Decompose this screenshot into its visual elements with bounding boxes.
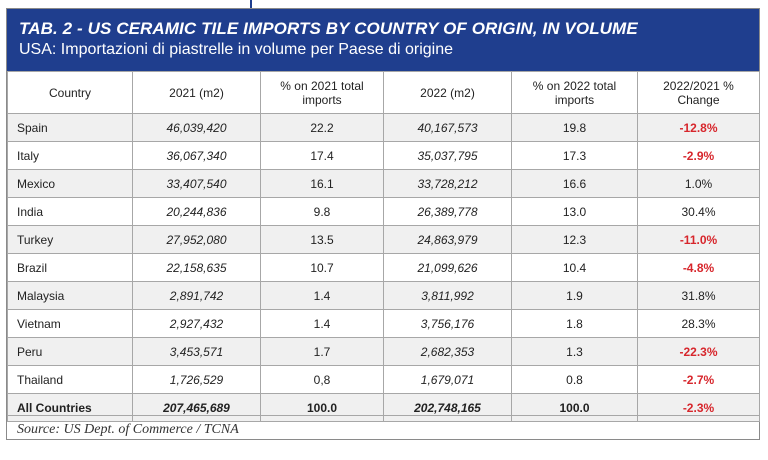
table-row: Malaysia 2,891,742 1.4 3,811,992 1.9 31.8% [7, 281, 760, 310]
table-body: Spain 46,039,420 22.2 40,167,573 19.8 -12.8% I… [7, 113, 760, 422]
cell-v2022: 24,863,979 [383, 225, 512, 254]
cell-p2022: 19.8 [511, 113, 638, 142]
column-header: Country [7, 71, 133, 114]
table-row: Brazil 22,158,635 10.7 21,099,626 10.4 -4.8% [7, 253, 760, 282]
cell-v2022: 1,679,071 [383, 365, 512, 394]
cell-country: Malaysia [7, 281, 133, 310]
column-header: 2021 (m2) [132, 71, 261, 114]
cell-v2022: 40,167,573 [383, 113, 512, 142]
cell-change: 28.3% [637, 309, 760, 338]
cell-p2022: 12.3 [511, 225, 638, 254]
cell-country: Thailand [7, 365, 133, 394]
column-header: % on 2021 total imports [260, 71, 384, 114]
cell-p2021: 9.8 [260, 197, 384, 226]
cell-p2021: 17.4 [260, 141, 384, 170]
cell-v2021: 20,244,836 [132, 197, 261, 226]
cell-v2021: 22,158,635 [132, 253, 261, 282]
table-header-banner: TAB. 2 - US CERAMIC TILE IMPORTS BY COUN… [7, 9, 759, 71]
cell-p2022: 16.6 [511, 169, 638, 198]
cell-p2021: 13.5 [260, 225, 384, 254]
cell-p2021: 1.7 [260, 337, 384, 366]
cell-p2021: 1.4 [260, 309, 384, 338]
bottom-divider [7, 415, 759, 416]
table-row: Turkey 27,952,080 13.5 24,863,979 12.3 -11.0% [7, 225, 760, 254]
cell-country: All Countries [7, 393, 133, 422]
cell-country: Turkey [7, 225, 133, 254]
cell-p2022: 10.4 [511, 253, 638, 282]
table-figure: TAB. 2 - US CERAMIC TILE IMPORTS BY COUN… [6, 8, 760, 440]
cell-v2022: 3,756,176 [383, 309, 512, 338]
cell-p2022: 13.0 [511, 197, 638, 226]
table-row: Peru 3,453,571 1.7 2,682,353 1.3 -22.3% [7, 337, 760, 366]
cell-p2021: 1.4 [260, 281, 384, 310]
table-row: Mexico 33,407,540 16.1 33,728,212 16.6 1.0% [7, 169, 760, 198]
cell-p2022: 17.3 [511, 141, 638, 170]
column-header: 2022 (m2) [383, 71, 512, 114]
cell-p2022: 100.0 [511, 393, 638, 422]
cell-country: Mexico [7, 169, 133, 198]
cell-p2021: 16.1 [260, 169, 384, 198]
imports-table: Country 2021 (m2) % on 2021 total import… [7, 71, 760, 422]
table-row: India 20,244,836 9.8 26,389,778 13.0 30.4% [7, 197, 760, 226]
cell-country: India [7, 197, 133, 226]
cell-p2021: 10.7 [260, 253, 384, 282]
cell-v2022: 26,389,778 [383, 197, 512, 226]
cell-v2021: 46,039,420 [132, 113, 261, 142]
cell-p2021: 22.2 [260, 113, 384, 142]
cell-change: 30.4% [637, 197, 760, 226]
cell-change: -2.9% [637, 141, 760, 170]
cell-change: -22.3% [637, 337, 760, 366]
cell-v2021: 3,453,571 [132, 337, 261, 366]
cell-change: -4.8% [637, 253, 760, 282]
cell-v2022: 33,728,212 [383, 169, 512, 198]
cell-v2021: 33,407,540 [132, 169, 261, 198]
total-row: All Countries 207,465,689 100.0 202,748,165… [7, 393, 760, 422]
cell-country: Peru [7, 337, 133, 366]
cell-country: Spain [7, 113, 133, 142]
cell-v2022: 21,099,626 [383, 253, 512, 282]
column-header: % on 2022 total imports [511, 71, 638, 114]
cell-v2021: 2,891,742 [132, 281, 261, 310]
cell-v2021: 36,067,340 [132, 141, 261, 170]
cell-v2022: 3,811,992 [383, 281, 512, 310]
column-header: 2022/2021 % Change [637, 71, 760, 114]
column-header-row: Country 2021 (m2) % on 2021 total import… [7, 71, 760, 114]
cell-change: -2.3% [637, 393, 760, 422]
cell-change: 1.0% [637, 169, 760, 198]
cell-v2021: 207,465,689 [132, 393, 261, 422]
cell-v2022: 35,037,795 [383, 141, 512, 170]
table-row: Italy 36,067,340 17.4 35,037,795 17.3 -2.9% [7, 141, 760, 170]
table-row: Thailand 1,726,529 0,8 1,679,071 0.8 -2.7% [7, 365, 760, 394]
cell-p2022: 0.8 [511, 365, 638, 394]
cell-country: Brazil [7, 253, 133, 282]
cell-v2022: 2,682,353 [383, 337, 512, 366]
cell-country: Italy [7, 141, 133, 170]
cell-v2022: 202,748,165 [383, 393, 512, 422]
cell-change: -12.8% [637, 113, 760, 142]
top-tick-mark [250, 0, 252, 10]
cell-country: Vietnam [7, 309, 133, 338]
cell-p2022: 1.3 [511, 337, 638, 366]
cell-change: -2.7% [637, 365, 760, 394]
cell-p2021: 100.0 [260, 393, 384, 422]
cell-p2022: 1.9 [511, 281, 638, 310]
cell-v2021: 1,726,529 [132, 365, 261, 394]
table-subtitle: USA: Importazioni di piastrelle in volum… [19, 41, 453, 58]
cell-change: 31.8% [637, 281, 760, 310]
table-title: TAB. 2 - US CERAMIC TILE IMPORTS BY COUN… [19, 19, 638, 38]
cell-v2021: 2,927,432 [132, 309, 261, 338]
cell-p2021: 0,8 [260, 365, 384, 394]
table-row: Spain 46,039,420 22.2 40,167,573 19.8 -12.8% [7, 113, 760, 142]
cell-v2021: 27,952,080 [132, 225, 261, 254]
table-row: Vietnam 2,927,432 1.4 3,756,176 1.8 28.3% [7, 309, 760, 338]
cell-p2022: 1.8 [511, 309, 638, 338]
source-note: Source: US Dept. of Commerce / TCNA [17, 422, 239, 437]
cell-change: -11.0% [637, 225, 760, 254]
